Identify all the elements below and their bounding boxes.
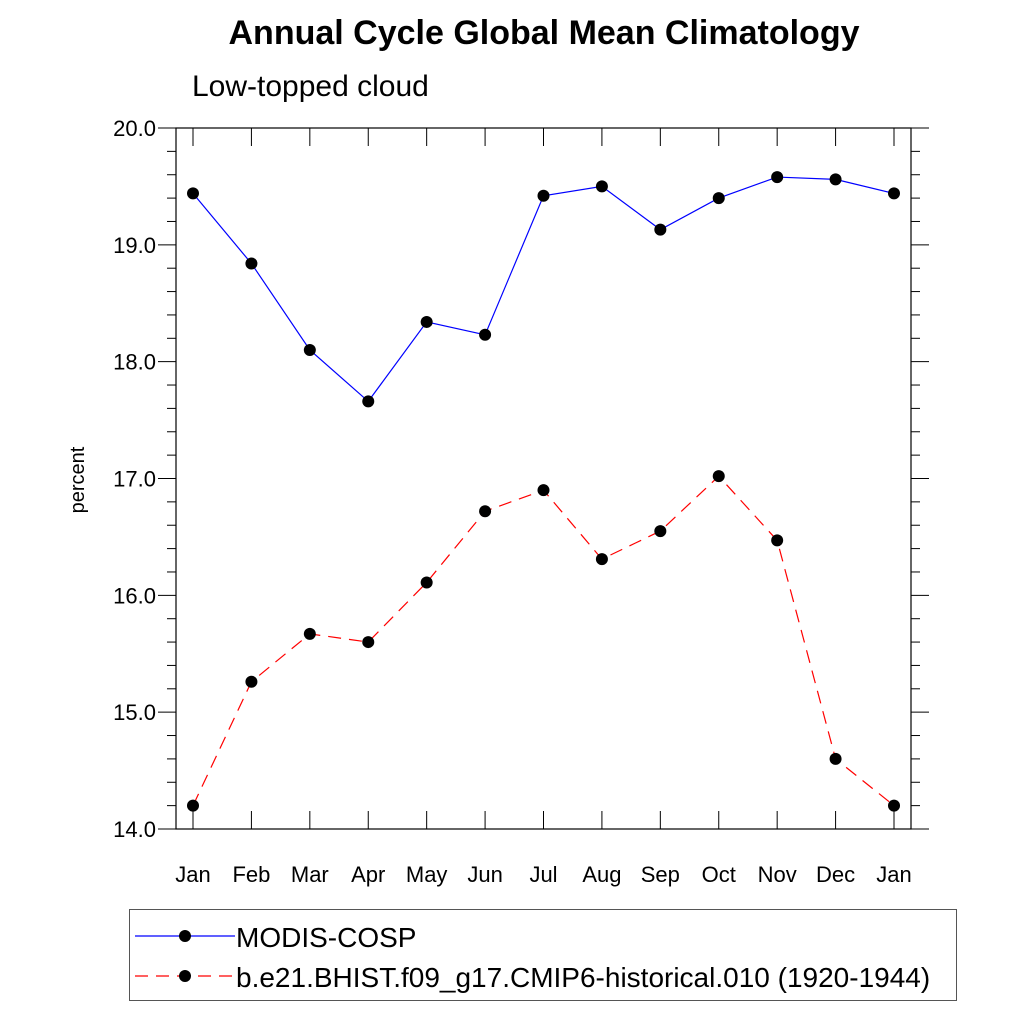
data-point [303, 627, 316, 640]
x-tick-label: Apr [351, 862, 385, 887]
legend-item-modis: MODIS-COSP [130, 916, 956, 956]
y-tick-label: 14.0 [113, 817, 156, 842]
x-tick-label: Feb [232, 862, 270, 887]
data-point [537, 189, 550, 202]
data-point [654, 525, 667, 538]
legend-label-cmip6: b.e21.BHIST.f09_g17.CMIP6-historical.010… [236, 962, 931, 993]
x-tick-label: Jan [876, 862, 911, 887]
data-point [712, 470, 725, 483]
series-line-1 [192, 176, 895, 403]
legend-label-modis: MODIS-COSP [236, 922, 417, 953]
y-tick-label: 18.0 [113, 350, 156, 375]
y-tick-label: 15.0 [113, 700, 156, 725]
y-tick-label: 19.0 [113, 233, 156, 258]
line-chart: Jan Feb Mar Apr May Jun Jul Aug Sep Oct Nov Dec Jan 1… [67, 116, 929, 887]
y-tick-label: 17.0 [113, 467, 156, 492]
x-tick-label: Nov [758, 862, 797, 887]
data-point [303, 343, 316, 356]
series-line-2 [192, 475, 895, 807]
series-lines [187, 171, 900, 812]
data-point [479, 505, 492, 518]
x-tick-label: Oct [702, 862, 736, 887]
data-point [187, 187, 199, 200]
data-point [654, 223, 667, 236]
y-tick-label: 16.0 [113, 583, 156, 608]
chart-title: Annual Cycle Global Mean Climatology [228, 14, 860, 52]
chart-subtitle: Low-topped cloud [192, 70, 429, 103]
data-point [595, 180, 608, 193]
data-point [245, 257, 258, 270]
data-point [479, 328, 492, 341]
x-tick-label: Mar [291, 862, 329, 887]
data-point [595, 553, 608, 566]
legend-item-cmip6: b.e21.BHIST.f09_g17.CMIP6-historical.010… [130, 956, 956, 996]
legend-swatch-modis [135, 930, 235, 942]
legend-swatch-cmip6 [135, 970, 235, 982]
plot-frame [175, 127, 912, 830]
data-point [771, 171, 784, 184]
x-tick-label: Dec [816, 862, 855, 887]
data-point [888, 187, 900, 200]
data-point [771, 534, 784, 547]
data-point [712, 192, 725, 205]
data-point [362, 636, 375, 649]
data-point [829, 752, 842, 765]
x-tick-label: Aug [582, 862, 621, 887]
x-tick-label: Jul [529, 862, 557, 887]
x-tick-label: Jan [175, 862, 210, 887]
legend: MODIS-COSP b.e21.BHIST.f09_g17.CMIP6-his… [129, 909, 957, 1001]
x-tick-label: Jun [467, 862, 502, 887]
data-point [420, 576, 433, 589]
x-tick-label: May [406, 862, 448, 887]
x-tick-label: Sep [641, 862, 680, 887]
data-point [362, 395, 375, 408]
data-point [420, 315, 433, 328]
data-point [829, 173, 842, 186]
data-point [888, 799, 900, 812]
axes: Jan Feb Mar Apr May Jun Jul Aug Sep Oct Nov Dec Jan 1… [113, 116, 929, 887]
y-tick-label: 20.0 [113, 116, 156, 141]
data-point [537, 484, 550, 497]
data-point [187, 799, 199, 812]
y-axis-label: percent [67, 446, 89, 513]
data-point [245, 675, 258, 688]
